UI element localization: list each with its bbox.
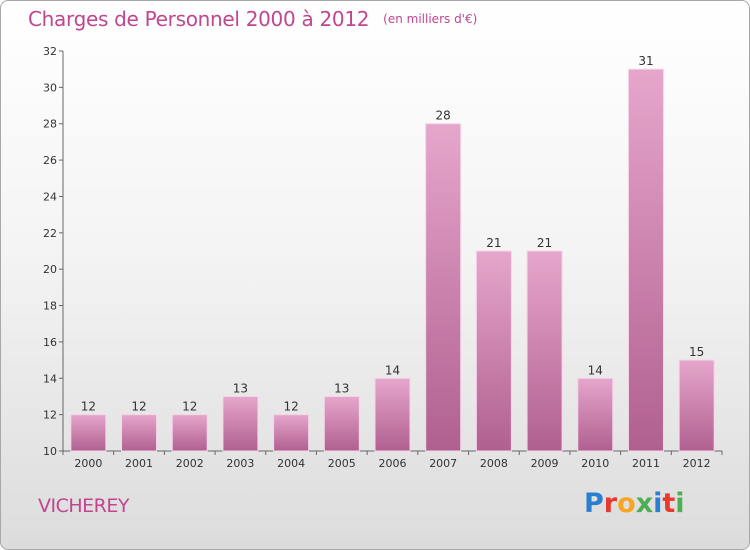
logo-letter: x — [635, 488, 654, 519]
y-tick-label: 12 — [43, 409, 57, 422]
logo-letter: r — [603, 488, 618, 519]
bar — [222, 395, 259, 452]
y-tick-label: 32 — [43, 45, 57, 58]
bar-value-label: 12 — [131, 400, 146, 414]
bar — [627, 68, 664, 452]
y-tick-label: 18 — [43, 300, 57, 313]
bar — [678, 359, 715, 452]
y-tick-label: 26 — [43, 154, 57, 167]
bar — [121, 414, 158, 452]
bar-value-label: 12 — [81, 400, 96, 414]
bars: 12 12 12 13 12 13 14 28 21 21 14 31 15 — [70, 54, 715, 452]
y-tick-label: 22 — [43, 227, 57, 240]
unit-text: (en milliers d'€) — [383, 12, 478, 26]
x-tick-label: 2004 — [277, 457, 305, 470]
x-tick-label: 2001 — [125, 457, 153, 470]
x-tick-label: 2011 — [632, 457, 660, 470]
y-tick-label: 30 — [43, 81, 57, 94]
x-tick-label: 2006 — [379, 457, 407, 470]
x-tick-label: 2009 — [531, 457, 559, 470]
bar — [374, 377, 411, 452]
bar-value-label: 21 — [486, 236, 501, 250]
bar-value-label: 14 — [385, 363, 400, 377]
x-tick-label: 2007 — [429, 457, 457, 470]
x-tick-label: 2000 — [74, 457, 102, 470]
logo-letter: i — [653, 488, 663, 519]
bar — [70, 414, 107, 452]
bar-value-label: 21 — [537, 236, 552, 250]
chart-title: Charges de Personnel 2000 à 2012 (en mill… — [28, 7, 477, 31]
bar-value-label: 31 — [638, 54, 653, 68]
bar-value-label: 28 — [436, 109, 451, 123]
bar-value-label: 12 — [283, 400, 298, 414]
bar-value-label: 14 — [588, 363, 603, 377]
proxiti-logo[interactable]: Proxiti — [584, 488, 685, 519]
bar — [323, 395, 360, 452]
axes: 10 12 14 16 18 20 22 24 26 28 30 32 2000 2001 2002 2003… — [43, 45, 723, 470]
bar — [425, 123, 462, 452]
y-tick-label: 24 — [43, 190, 57, 203]
bar-value-label: 13 — [334, 381, 349, 395]
bar-value-label: 13 — [233, 381, 248, 395]
x-tick-label: 2010 — [581, 457, 609, 470]
logo-letter: P — [584, 488, 604, 519]
commune-name: VICHEREY — [38, 495, 129, 517]
bar-value-label: 15 — [689, 345, 704, 359]
logo-letter: t — [662, 488, 676, 519]
x-tick-label: 2003 — [226, 457, 254, 470]
y-tick-label: 28 — [43, 118, 57, 131]
bar — [273, 414, 310, 452]
y-tick-label: 16 — [43, 336, 57, 349]
logo-letter: o — [617, 488, 636, 519]
title-text: Charges de Personnel 2000 à 2012 — [28, 7, 370, 31]
bar-value-label: 12 — [182, 400, 197, 414]
x-tick-label: 2002 — [176, 457, 204, 470]
x-tick-label: 2008 — [480, 457, 508, 470]
bar — [475, 250, 512, 452]
y-tick-label: 14 — [43, 372, 57, 385]
bar — [577, 377, 614, 452]
bar — [526, 250, 563, 452]
x-tick-label: 2005 — [328, 457, 356, 470]
logo-letter: i — [675, 488, 685, 519]
y-tick-label: 10 — [43, 445, 57, 458]
y-tick-label: 20 — [43, 263, 57, 276]
bar — [171, 414, 208, 452]
x-tick-label: 2012 — [683, 457, 711, 470]
